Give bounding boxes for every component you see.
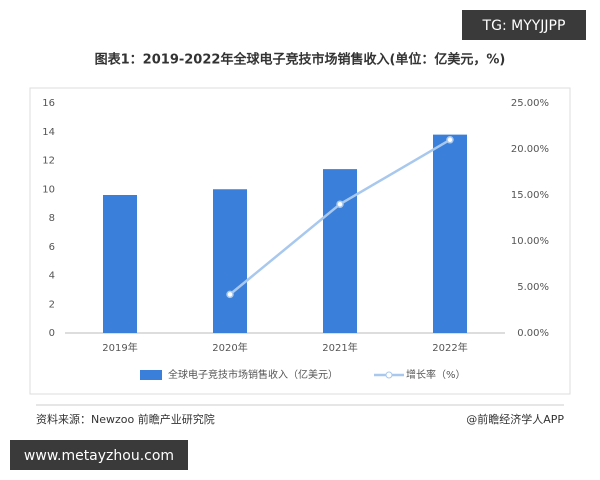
bar <box>433 134 467 333</box>
y2-tick-label: 0.00% <box>517 328 549 339</box>
source: 资料来源：Newzoo 前瞻产业研究院 <box>36 412 215 426</box>
legend-label: 增长率（%） <box>406 368 466 381</box>
badge-bg <box>10 440 188 470</box>
top-badge: TG: MYYJJPP <box>482 18 566 34</box>
bar <box>103 195 137 333</box>
y-tick-label: 16 <box>42 98 55 109</box>
badge-bg <box>462 10 586 40</box>
legend-swatch <box>385 371 393 379</box>
y-tick-label: 2 <box>49 299 55 310</box>
line-marker <box>226 290 234 299</box>
y2-tick-label: 15.00% <box>511 190 549 201</box>
x-tick-label: 2019年 <box>102 341 137 354</box>
y-tick-label: 10 <box>42 184 55 195</box>
legend-label: 全球电子竞技市场销售收入（亿美元） <box>168 368 338 381</box>
y2-tick-label: 5.00% <box>517 282 549 293</box>
y-tick-label: 8 <box>49 213 55 224</box>
y2-tick-label: 10.00% <box>511 236 549 247</box>
bottom-badge: www.metayzhou.com <box>24 448 174 464</box>
bar <box>213 189 247 333</box>
line-marker <box>446 136 454 144</box>
y-tick-label: 0 <box>49 328 55 339</box>
line-marker <box>336 200 344 208</box>
y-tick-label: 12 <box>42 156 55 167</box>
y-tick-label: 14 <box>42 127 55 138</box>
x-tick-label: 2021年 <box>322 341 357 354</box>
x-tick-label: 2020年 <box>212 341 247 354</box>
y-tick-label: 4 <box>49 271 55 282</box>
y2-tick-label: 20.00% <box>511 144 549 155</box>
frame <box>29 87 571 395</box>
bar <box>323 169 357 333</box>
legend-swatch <box>140 370 162 380</box>
credit: @前瞻经济学人APP <box>466 412 564 426</box>
chart-title: 图表1：2019-2022年全球电子竞技市场销售收入(单位：亿美元，%) <box>95 52 506 68</box>
y-tick-label: 6 <box>49 242 55 253</box>
x-tick-label: 2022年 <box>432 341 467 354</box>
y2-tick-label: 25.00% <box>511 98 549 109</box>
